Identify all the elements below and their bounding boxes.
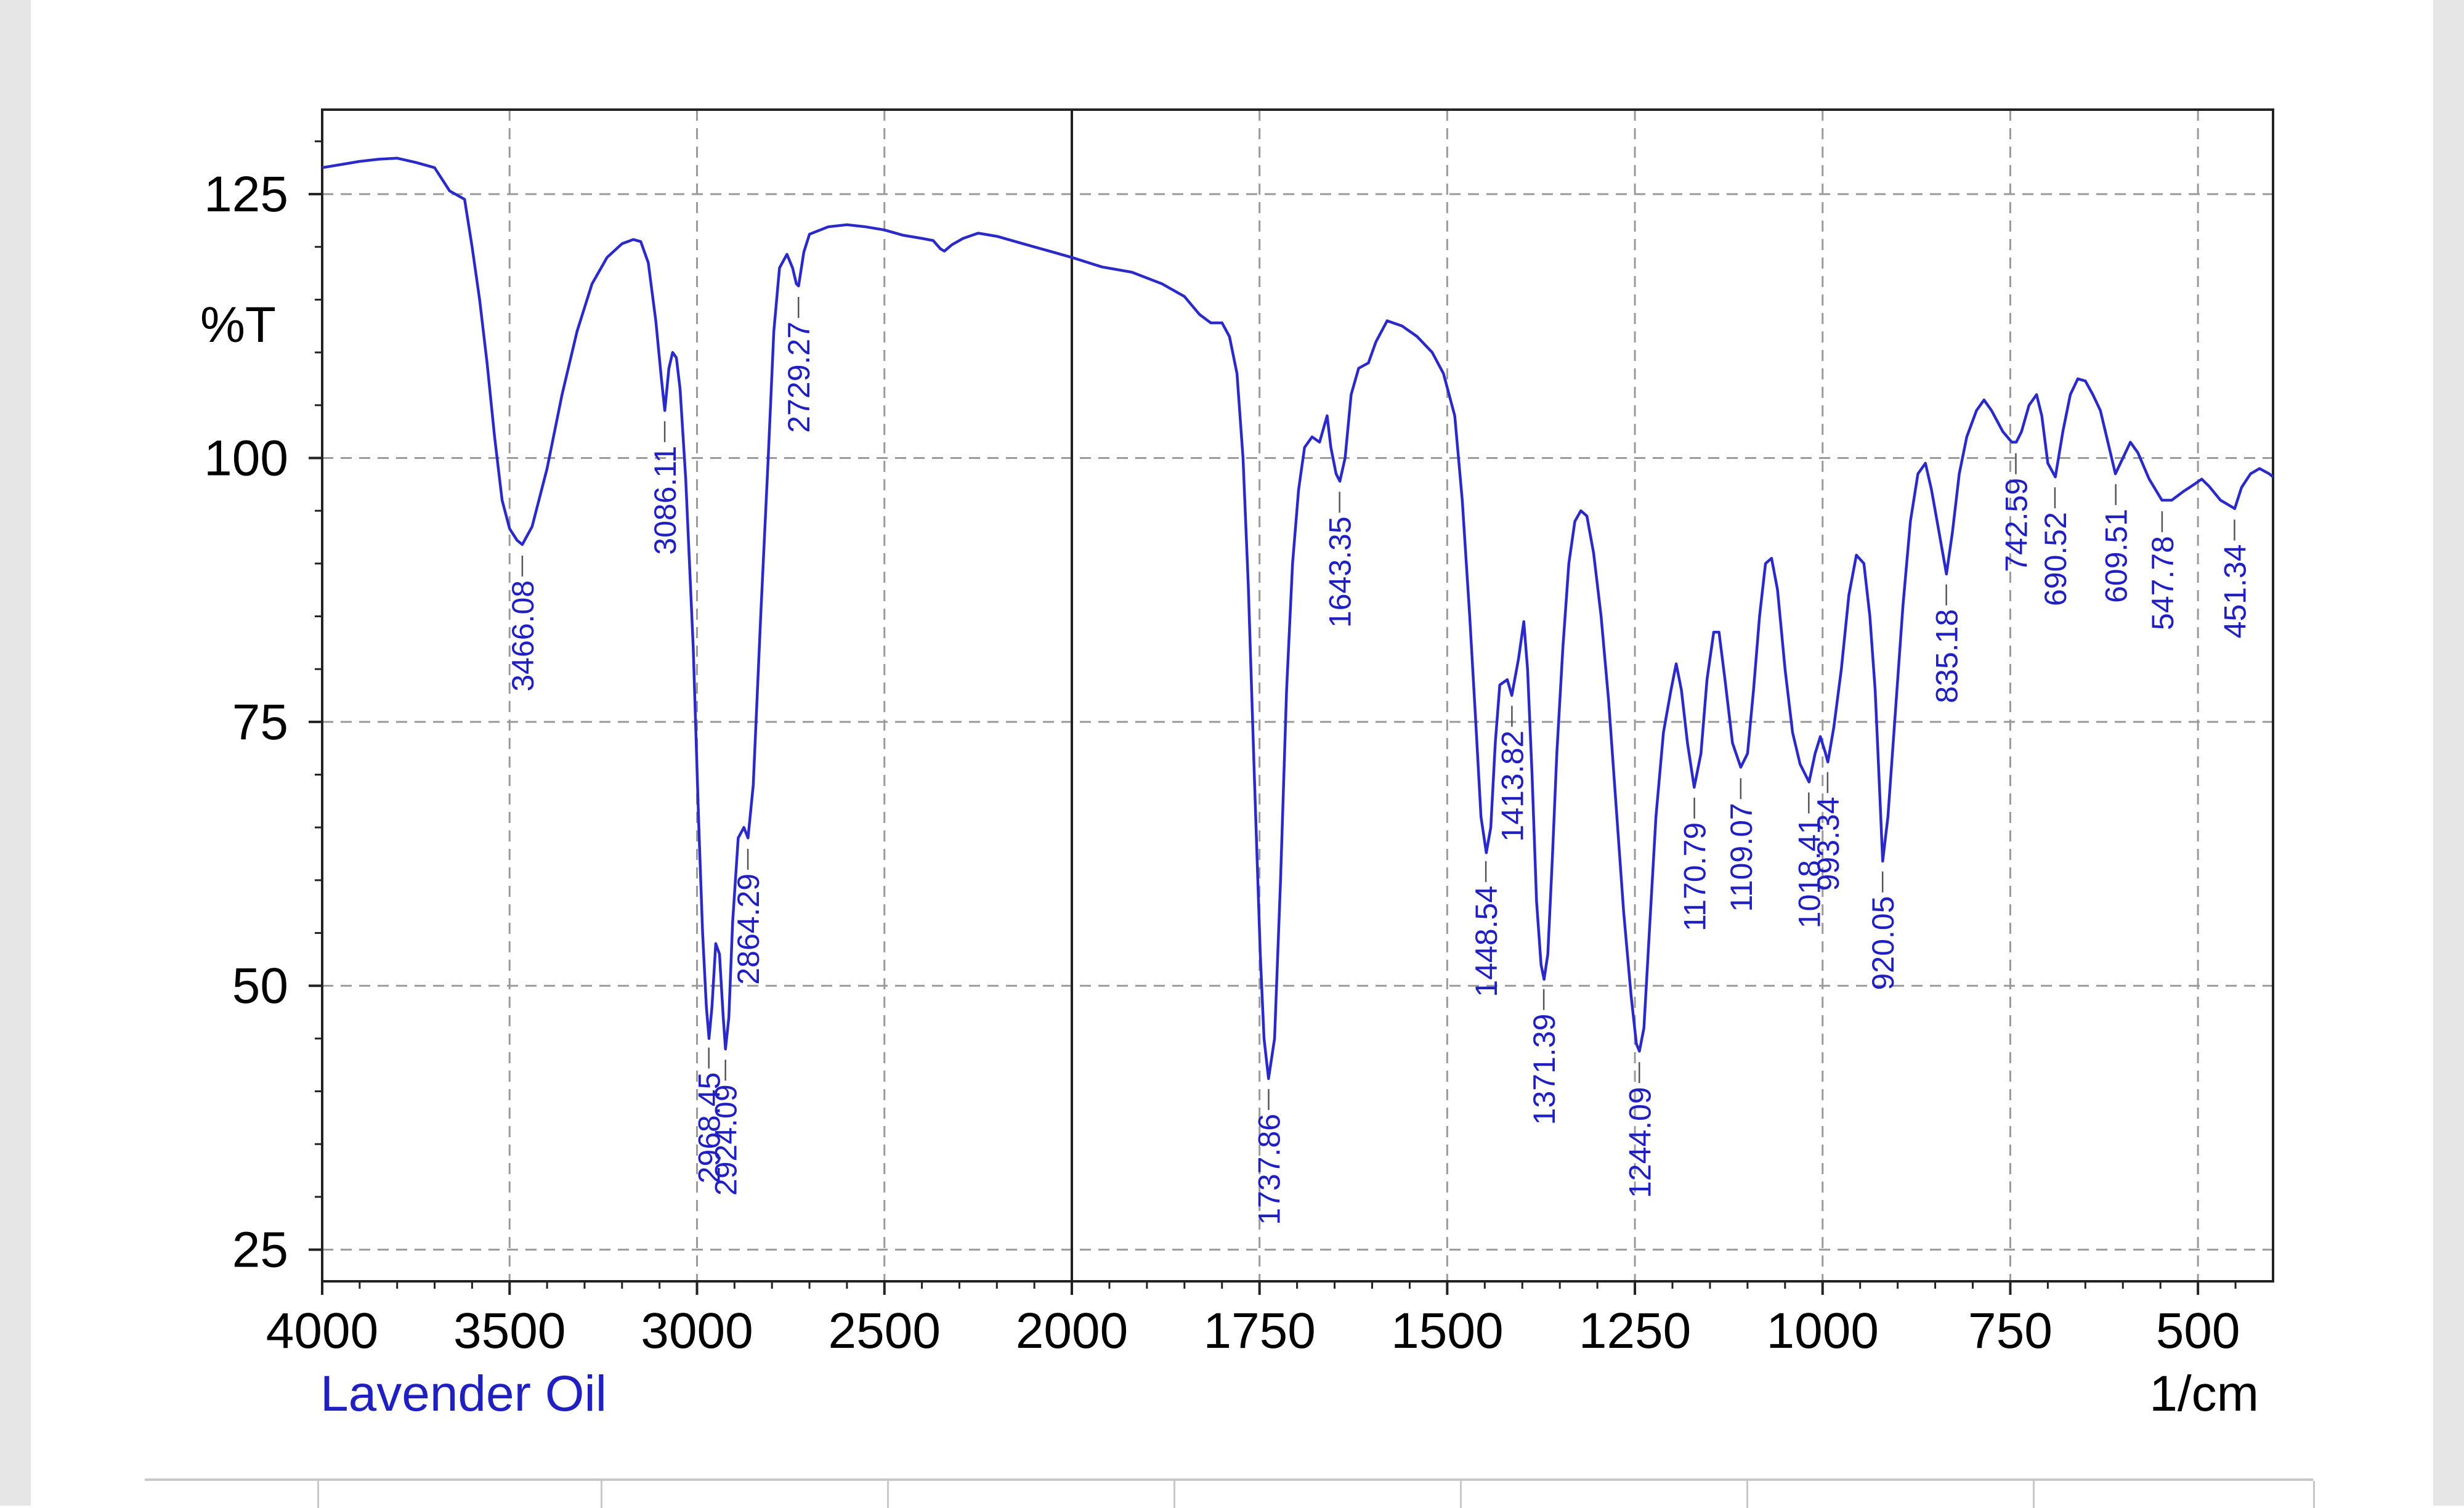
- x-tick-label: 1250: [1579, 1303, 1691, 1359]
- peak-label: 742.59: [1999, 478, 2033, 572]
- peak-annotation: 2864.29: [731, 848, 766, 985]
- peak-label: 547.78: [2146, 536, 2180, 630]
- peak-label: 1109.07: [1724, 803, 1759, 912]
- peak-annotation: 1737.86: [1252, 1088, 1286, 1225]
- peak-label: 690.52: [2038, 512, 2073, 606]
- x-tick-label: 1750: [1203, 1303, 1315, 1359]
- peak-annotation: 920.05: [1866, 871, 1900, 991]
- x-tick-label: 2500: [829, 1303, 941, 1359]
- x-tick-label: 500: [2156, 1303, 2240, 1359]
- peak-annotation: 3086.11: [648, 421, 683, 555]
- series-name-label: Lavender Oil: [320, 1366, 607, 1422]
- peak-label: 1018.41: [1792, 817, 1826, 928]
- peak-annotation: 742.59: [1999, 453, 2033, 572]
- peak-label: 451.34: [2218, 544, 2252, 638]
- peak-annotation: 1170.79: [1678, 797, 1712, 931]
- peak-annotation: 1244.09: [1623, 1062, 1657, 1198]
- grid-layer: [322, 110, 2273, 1281]
- y-tick-label: 100: [204, 430, 288, 486]
- peak-label: 920.05: [1866, 896, 1900, 991]
- peak-annotation: 690.52: [2038, 487, 2073, 606]
- peak-label: 1737.86: [1252, 1114, 1286, 1225]
- table-header-stub: [145, 1478, 2315, 1508]
- y-tick-label: 25: [232, 1222, 288, 1278]
- peak-label: 609.51: [2099, 509, 2134, 603]
- y-tick-label: 50: [232, 958, 288, 1014]
- x-axis-title: 1/cm: [2149, 1366, 2259, 1422]
- peak-label: 1448.54: [1469, 886, 1504, 997]
- peak-label: 835.18: [1930, 609, 1964, 703]
- peak-annotation: 547.78: [2146, 511, 2180, 630]
- peak-annotation: 993.34: [1811, 772, 1846, 891]
- peak-annotation: 1413.82: [1495, 705, 1530, 842]
- peak-annotation: 451.34: [2218, 519, 2252, 638]
- axis-layer: 4000 3500 3000 2500 2000 1750 1500 1250 1000 750 5…: [204, 108, 2274, 1359]
- peak-annotation: 1371.39: [1527, 989, 1562, 1125]
- peak-annotation: 2729.27: [782, 297, 816, 433]
- peak-annotation: 2968.45: [692, 1047, 727, 1184]
- peak-label: 993.34: [1811, 797, 1846, 891]
- peak-annotation: 1448.54: [1469, 861, 1504, 997]
- spectrum-line: [322, 156, 2274, 1080]
- spectrum-layer: [322, 156, 2274, 1080]
- peak-label: 1413.82: [1495, 731, 1530, 842]
- peak-label: 1244.09: [1623, 1087, 1657, 1198]
- x-tick-label: 750: [1968, 1303, 2053, 1359]
- peak-annotation: 2924.09: [709, 1060, 744, 1196]
- peak-annotation: 1109.07: [1724, 778, 1759, 912]
- window-frame-right: [2433, 0, 2464, 1506]
- x-tick-label: 3000: [641, 1303, 753, 1359]
- peak-annotation: 3466.08: [506, 555, 540, 692]
- x-tick-label: 4000: [266, 1303, 378, 1359]
- y-axis-title: %T: [200, 297, 276, 353]
- y-tick-label: 75: [232, 694, 288, 750]
- y-tick-label: 125: [204, 166, 288, 222]
- peak-label: 1170.79: [1678, 822, 1712, 931]
- peak-annotation: 1018.41: [1792, 792, 1826, 928]
- window-frame-left: [0, 0, 31, 1506]
- peak-label: 2729.27: [782, 322, 816, 433]
- peak-label: 2864.29: [731, 874, 766, 985]
- x-tick-label: 3500: [453, 1303, 565, 1359]
- x-tick-label: 1500: [1391, 1303, 1503, 1359]
- plot-frame: [321, 108, 2274, 1283]
- peak-label: 2924.09: [709, 1084, 744, 1196]
- peak-annotation: 609.51: [2099, 484, 2134, 603]
- peak-label: 1643.35: [1323, 516, 1358, 628]
- x-tick-label: 1000: [1767, 1303, 1879, 1359]
- x-tick-label: 2000: [1016, 1303, 1128, 1359]
- peak-annotation: 835.18: [1930, 584, 1964, 703]
- peak-label: 3466.08: [506, 580, 540, 692]
- peak-label: 2968.45: [692, 1072, 727, 1184]
- peak-label: 1371.39: [1527, 1014, 1562, 1125]
- peak-label: 3086.11: [648, 446, 683, 555]
- peak-annotation: 1643.35: [1323, 492, 1358, 628]
